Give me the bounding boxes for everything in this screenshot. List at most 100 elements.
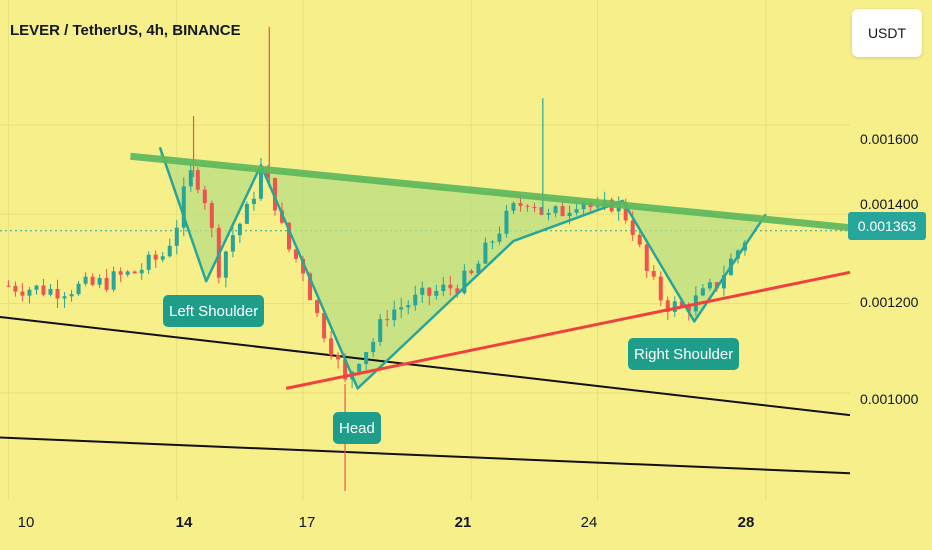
pattern-fill bbox=[159, 147, 766, 389]
candle-body bbox=[532, 206, 537, 208]
candle-body bbox=[188, 170, 193, 187]
candle-body bbox=[48, 288, 53, 295]
candle-body bbox=[560, 206, 565, 217]
candle-body bbox=[658, 276, 663, 301]
candle-body bbox=[399, 307, 404, 310]
candle-body bbox=[20, 291, 25, 296]
candle-body bbox=[644, 244, 649, 272]
candle-body bbox=[413, 294, 418, 306]
candle-body bbox=[329, 338, 334, 356]
candle-body bbox=[553, 206, 558, 214]
candle-body bbox=[244, 204, 249, 224]
candle-body bbox=[153, 254, 158, 260]
trend-lines bbox=[130, 146, 851, 390]
candle-body bbox=[118, 271, 123, 275]
candle-body bbox=[567, 212, 572, 217]
candle-body bbox=[301, 258, 306, 274]
candle-body bbox=[90, 276, 95, 285]
candle-body bbox=[27, 289, 32, 296]
right-shoulder-label: Right Shoulder bbox=[628, 338, 740, 370]
candle-body bbox=[686, 305, 691, 312]
candle-body bbox=[595, 206, 600, 208]
chart-title: LEVER / TetherUS, 4h, BINANCE bbox=[10, 22, 241, 39]
candle-body bbox=[392, 309, 397, 321]
x-tick-label: 14 bbox=[175, 514, 193, 531]
candle-body bbox=[62, 296, 67, 299]
channel-upper-line bbox=[0, 315, 851, 417]
candle-body bbox=[574, 209, 579, 213]
channel-lower-line bbox=[0, 436, 851, 475]
candle-body bbox=[160, 256, 165, 260]
candle-body bbox=[202, 189, 207, 204]
head-and-shoulders-pattern bbox=[159, 147, 766, 389]
candle-body bbox=[167, 245, 172, 257]
candle-body bbox=[308, 273, 313, 301]
candle-body bbox=[469, 270, 474, 274]
candle-body bbox=[490, 241, 495, 243]
candle-body bbox=[406, 305, 411, 308]
candle-body bbox=[714, 282, 719, 289]
x-tick-label: 10 bbox=[17, 514, 35, 531]
y-tick-label: 0.001400 bbox=[860, 196, 919, 212]
candle-body bbox=[76, 283, 81, 295]
candle-body bbox=[462, 270, 467, 294]
candle-body bbox=[146, 254, 151, 270]
candle-body bbox=[258, 166, 263, 199]
candle-body bbox=[322, 313, 327, 339]
candle-body bbox=[385, 319, 390, 321]
candle-body bbox=[378, 319, 383, 342]
candle-body bbox=[441, 284, 446, 292]
currency-button[interactable]: USDT bbox=[852, 9, 922, 57]
candle-body bbox=[97, 277, 102, 285]
support-trendline bbox=[285, 270, 851, 390]
candle-body bbox=[139, 269, 144, 274]
candle-body bbox=[357, 363, 362, 372]
x-tick-label: 24 bbox=[580, 514, 598, 531]
candle-body bbox=[34, 285, 39, 290]
candle-body bbox=[546, 213, 551, 215]
candle-body bbox=[336, 355, 341, 360]
candle-body bbox=[209, 203, 214, 228]
candle-body bbox=[364, 352, 369, 364]
candle-body bbox=[679, 301, 684, 306]
candle-body bbox=[434, 291, 439, 296]
candle-body bbox=[448, 284, 453, 289]
candle-body bbox=[13, 285, 18, 292]
candle-body bbox=[343, 359, 348, 380]
candle-body bbox=[111, 271, 116, 290]
x-tick-label: 28 bbox=[737, 514, 755, 531]
y-tick-label: 0.001000 bbox=[860, 391, 919, 407]
candle-body bbox=[525, 205, 530, 207]
candle-body bbox=[223, 251, 228, 278]
candle-body bbox=[651, 271, 656, 277]
candle-body bbox=[455, 288, 460, 294]
candle-body bbox=[181, 186, 186, 228]
candle-body bbox=[665, 300, 670, 312]
candle-body bbox=[174, 227, 179, 246]
candle-body bbox=[539, 207, 544, 215]
candle-body bbox=[427, 287, 432, 296]
candle-body bbox=[504, 210, 509, 234]
candle-body bbox=[125, 271, 130, 275]
candle-body bbox=[132, 271, 137, 274]
neckline-trendline bbox=[130, 152, 851, 232]
candle-body bbox=[518, 203, 523, 206]
candle-body bbox=[230, 235, 235, 252]
candle-body bbox=[237, 223, 242, 236]
candle-body bbox=[511, 203, 516, 211]
candle-body bbox=[420, 287, 425, 295]
candle-body bbox=[251, 198, 256, 205]
x-tick-label: 21 bbox=[454, 514, 472, 531]
y-tick-label: 0.001600 bbox=[860, 131, 919, 147]
candle-body bbox=[6, 285, 11, 287]
channel-lines bbox=[0, 315, 851, 475]
candle-body bbox=[83, 276, 88, 284]
candle-body bbox=[476, 263, 481, 274]
pattern-outline bbox=[158, 146, 767, 390]
x-tick-label: 17 bbox=[298, 514, 316, 531]
candle-body bbox=[294, 249, 299, 259]
candle-body bbox=[315, 300, 320, 314]
candle-body bbox=[195, 170, 200, 190]
candle-body bbox=[707, 282, 712, 289]
